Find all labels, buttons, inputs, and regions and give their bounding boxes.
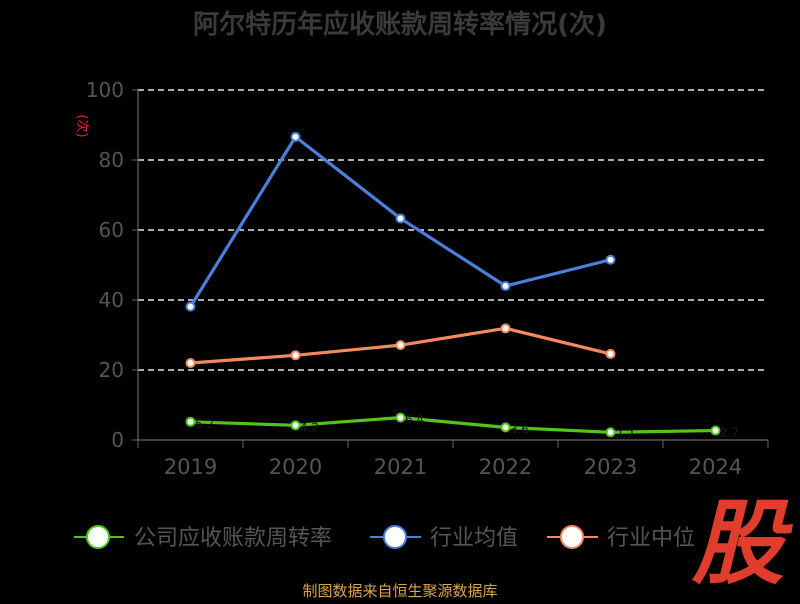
series-0: 5.2 4.2 6.4 3.6 2.2 2.7 (185, 412, 739, 441)
y-tick-label: 40 (99, 288, 124, 312)
y-tick-label: 100 (86, 78, 124, 102)
y-tick-label: 80 (99, 148, 124, 172)
data-label: 2.2 (615, 427, 634, 441)
data-point (605, 254, 616, 265)
series-line (190, 416, 716, 434)
legend-item: 行业中位 (547, 525, 695, 551)
data-point (290, 420, 301, 431)
data-point (185, 301, 196, 312)
data-point (290, 350, 301, 361)
series-1 (185, 131, 616, 312)
data-label: 6.4 (405, 413, 424, 427)
series-layer: 5.2 4.2 6.4 3.6 2.2 2.7 (185, 131, 739, 441)
data-point (185, 416, 196, 427)
legend-marker (86, 525, 110, 549)
data-label: 4.2 (300, 420, 319, 434)
source-note: 制图数据来自恒生聚源数据库 (302, 582, 497, 600)
legend-marker (383, 525, 407, 549)
x-tick-label: 2020 (269, 455, 322, 479)
data-point (290, 131, 301, 142)
legend: 公司应收账款周转率 行业均值 行业中位 (74, 525, 695, 551)
y-tick-label: 20 (99, 358, 124, 382)
y-axis-label: (次) (74, 114, 90, 137)
x-tick-label: 2023 (584, 455, 637, 479)
chart-title: 阿尔特历年应收账款周转率情况(次) (193, 9, 607, 40)
legend-item: 公司应收账款周转率 (74, 525, 332, 551)
data-point (395, 412, 406, 423)
data-point (395, 213, 406, 224)
y-tick-label: 60 (99, 218, 124, 242)
data-label: 3.6 (510, 422, 529, 436)
data-label: 2.7 (720, 426, 739, 440)
axis-layer: 0 20 40 60 80 100 2019 2020 2021 2022 2023 2024 (86, 78, 769, 479)
data-point (185, 358, 196, 368)
x-tick-label: 2022 (479, 455, 532, 479)
legend-item: 行业均值 (370, 525, 518, 551)
data-point (500, 422, 511, 433)
data-point (605, 348, 616, 359)
data-label: 5.2 (195, 417, 214, 431)
x-tick-label: 2021 (374, 455, 427, 479)
data-point (710, 425, 721, 436)
series-2 (185, 323, 616, 368)
legend-label: 行业中位 (607, 526, 695, 551)
legend-marker (560, 525, 584, 549)
logo-mark: 股 (691, 490, 793, 597)
data-point (500, 323, 511, 334)
legend-label: 行业均值 (430, 526, 518, 551)
legend-label: 公司应收账款周转率 (134, 526, 332, 551)
grid-layer (138, 89, 768, 371)
data-point (500, 281, 511, 291)
y-tick-label: 0 (111, 428, 124, 452)
x-tick-label: 2024 (689, 455, 742, 479)
data-point (395, 340, 406, 351)
x-tick-label: 2019 (164, 455, 217, 479)
data-point (605, 427, 616, 438)
